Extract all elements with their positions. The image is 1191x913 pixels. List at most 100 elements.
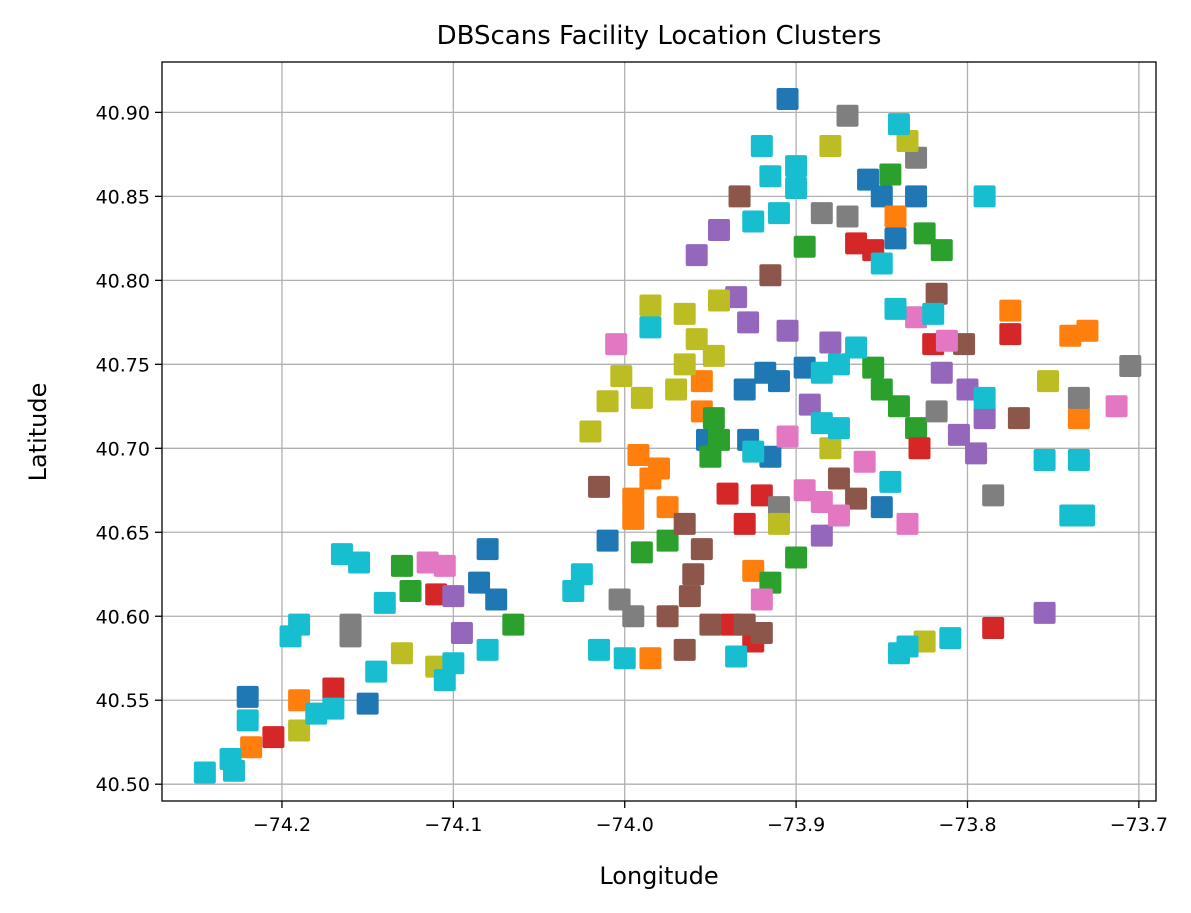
data-point xyxy=(733,512,756,535)
data-point xyxy=(622,605,645,628)
data-point xyxy=(690,538,713,561)
plot-frame xyxy=(161,61,1157,802)
data-point xyxy=(699,613,722,636)
data-point xyxy=(827,467,850,490)
y-tick-label: 40.50 xyxy=(96,774,150,796)
data-point xyxy=(737,311,760,334)
x-tick-label: −73.9 xyxy=(767,814,825,836)
data-point xyxy=(956,378,979,401)
data-point xyxy=(627,444,650,467)
data-point xyxy=(759,571,782,594)
data-point xyxy=(665,378,688,401)
data-point xyxy=(896,129,919,152)
data-point xyxy=(922,302,945,325)
data-point xyxy=(750,622,773,645)
data-point xyxy=(1067,449,1090,472)
data-point xyxy=(870,185,893,208)
y-tick-label: 40.85 xyxy=(96,186,150,208)
data-points xyxy=(193,87,1142,784)
x-axis-label: Longitude xyxy=(599,862,718,890)
data-point xyxy=(759,165,782,188)
data-point xyxy=(425,583,448,606)
data-point xyxy=(793,479,816,502)
data-point xyxy=(622,487,645,510)
data-point xyxy=(810,361,833,384)
data-point xyxy=(476,638,499,661)
data-point xyxy=(579,420,602,443)
data-point xyxy=(913,222,936,245)
data-point xyxy=(322,697,345,720)
chart-title: DBScans Facility Location Clusters xyxy=(437,21,882,51)
data-point xyxy=(887,395,910,418)
data-point xyxy=(725,645,748,668)
data-point xyxy=(193,761,216,784)
data-point xyxy=(450,622,473,645)
data-point xyxy=(905,185,928,208)
data-point xyxy=(707,218,730,241)
data-point xyxy=(913,630,936,653)
data-point xyxy=(793,356,816,379)
data-point xyxy=(476,538,499,561)
data-point xyxy=(685,244,708,267)
data-point xyxy=(819,331,842,354)
data-point xyxy=(682,563,705,586)
data-point xyxy=(639,647,662,670)
data-point xyxy=(222,759,245,782)
y-tick-label: 40.55 xyxy=(96,690,150,712)
data-point xyxy=(973,407,996,430)
data-point xyxy=(759,445,782,468)
data-point xyxy=(702,344,725,367)
data-point xyxy=(1033,601,1056,624)
data-point xyxy=(754,361,777,384)
data-point xyxy=(939,627,962,650)
x-tick-label: −73.8 xyxy=(938,814,996,836)
data-point xyxy=(728,185,751,208)
data-point xyxy=(896,635,919,658)
data-point xyxy=(588,638,611,661)
data-point xyxy=(365,660,388,683)
data-point xyxy=(1073,504,1096,527)
data-point xyxy=(702,407,725,430)
data-point xyxy=(884,297,907,320)
data-point xyxy=(767,512,790,535)
data-point xyxy=(1067,407,1090,430)
data-point xyxy=(468,571,491,594)
data-point xyxy=(288,719,311,742)
data-point xyxy=(656,605,679,628)
data-point xyxy=(879,163,902,186)
data-point xyxy=(930,361,953,384)
data-point xyxy=(1076,319,1099,342)
data-point xyxy=(742,210,765,233)
data-point xyxy=(810,412,833,435)
data-point xyxy=(725,286,748,309)
grid-lines xyxy=(162,62,1156,801)
data-point xyxy=(935,329,958,352)
data-point xyxy=(999,299,1022,322)
data-point xyxy=(905,306,928,329)
y-tick-label: 40.60 xyxy=(96,606,150,628)
data-point xyxy=(819,437,842,460)
data-point xyxy=(416,551,439,574)
data-point xyxy=(776,319,799,342)
y-axis-label: Latitude xyxy=(24,383,52,482)
data-point xyxy=(742,440,765,463)
data-point xyxy=(639,316,662,339)
data-point xyxy=(330,543,353,566)
data-point xyxy=(339,625,362,648)
data-point xyxy=(750,134,773,157)
data-point xyxy=(236,685,259,708)
data-point xyxy=(699,445,722,468)
data-point xyxy=(836,205,859,228)
x-tick-label: −73.7 xyxy=(1110,814,1168,836)
data-point xyxy=(785,176,808,199)
data-point xyxy=(785,546,808,569)
data-point xyxy=(1059,324,1082,347)
data-point xyxy=(776,425,799,448)
data-point xyxy=(240,736,263,759)
data-point xyxy=(733,378,756,401)
data-point xyxy=(982,484,1005,507)
data-point xyxy=(853,450,876,473)
data-point xyxy=(887,113,910,136)
data-point xyxy=(1007,407,1030,430)
